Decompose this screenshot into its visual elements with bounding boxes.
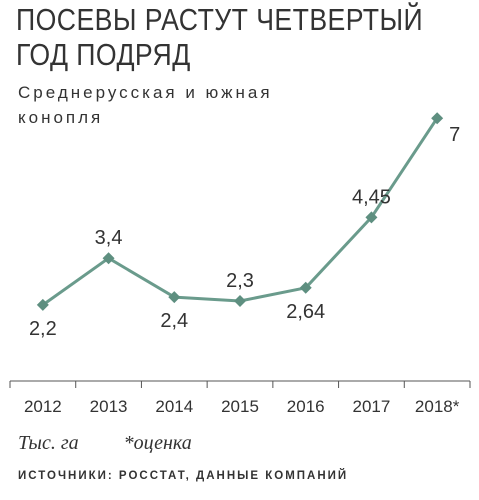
data-point-marker bbox=[365, 211, 378, 224]
data-point-marker bbox=[431, 112, 444, 125]
data-label: 2,3 bbox=[226, 270, 254, 292]
data-point-marker bbox=[234, 295, 246, 308]
x-tick-label: 2012 bbox=[24, 397, 62, 416]
data-label: 2,4 bbox=[160, 310, 188, 332]
title-line-2: ГОД ПОДРЯД bbox=[16, 37, 191, 72]
subtitle-line-2: конопля bbox=[18, 108, 104, 127]
unit-note-row: Тыс. га *оценка bbox=[18, 432, 192, 455]
data-point-marker bbox=[299, 281, 312, 294]
x-tick-label: 2017 bbox=[353, 397, 391, 416]
source-note: ИСТОЧНИКИ: РОССТАТ, ДАННЫЕ КОМПАНИЙ bbox=[18, 470, 349, 482]
data-label: 7 bbox=[449, 124, 460, 146]
chart-subtitle: Среднерусская и южная конопля bbox=[18, 80, 348, 130]
data-label: 2,2 bbox=[29, 318, 57, 340]
x-tick-label: 2016 bbox=[287, 397, 325, 416]
line-chart: 2012 2013 2014 2015 2016 2017 2018* 2,2 3,4 2,4 2,… bbox=[9, 112, 471, 416]
data-label: 3,4 bbox=[95, 227, 123, 249]
data-label: 2,64 bbox=[286, 301, 325, 323]
chart-title: ПОСЕВЫ РАСТУТ ЧЕТВЕРТЫЙ ГОД ПОДРЯД bbox=[16, 2, 424, 72]
data-point-marker bbox=[168, 291, 181, 304]
x-tick-label: 2018* bbox=[415, 397, 460, 416]
x-tick-label: 2015 bbox=[221, 397, 259, 416]
x-tick-label: 2013 bbox=[90, 397, 128, 416]
subtitle-line-1: Среднерусская и южная bbox=[18, 83, 273, 102]
estimate-note: *оценка bbox=[123, 432, 192, 454]
unit-label: Тыс. га bbox=[18, 432, 79, 454]
data-point-marker bbox=[102, 252, 115, 265]
x-tick-label: 2014 bbox=[155, 397, 193, 416]
title-line-1: ПОСЕВЫ РАСТУТ ЧЕТВЕРТЫЙ bbox=[16, 2, 424, 37]
data-label: 4,45 bbox=[352, 186, 391, 208]
data-point-marker bbox=[36, 298, 49, 311]
